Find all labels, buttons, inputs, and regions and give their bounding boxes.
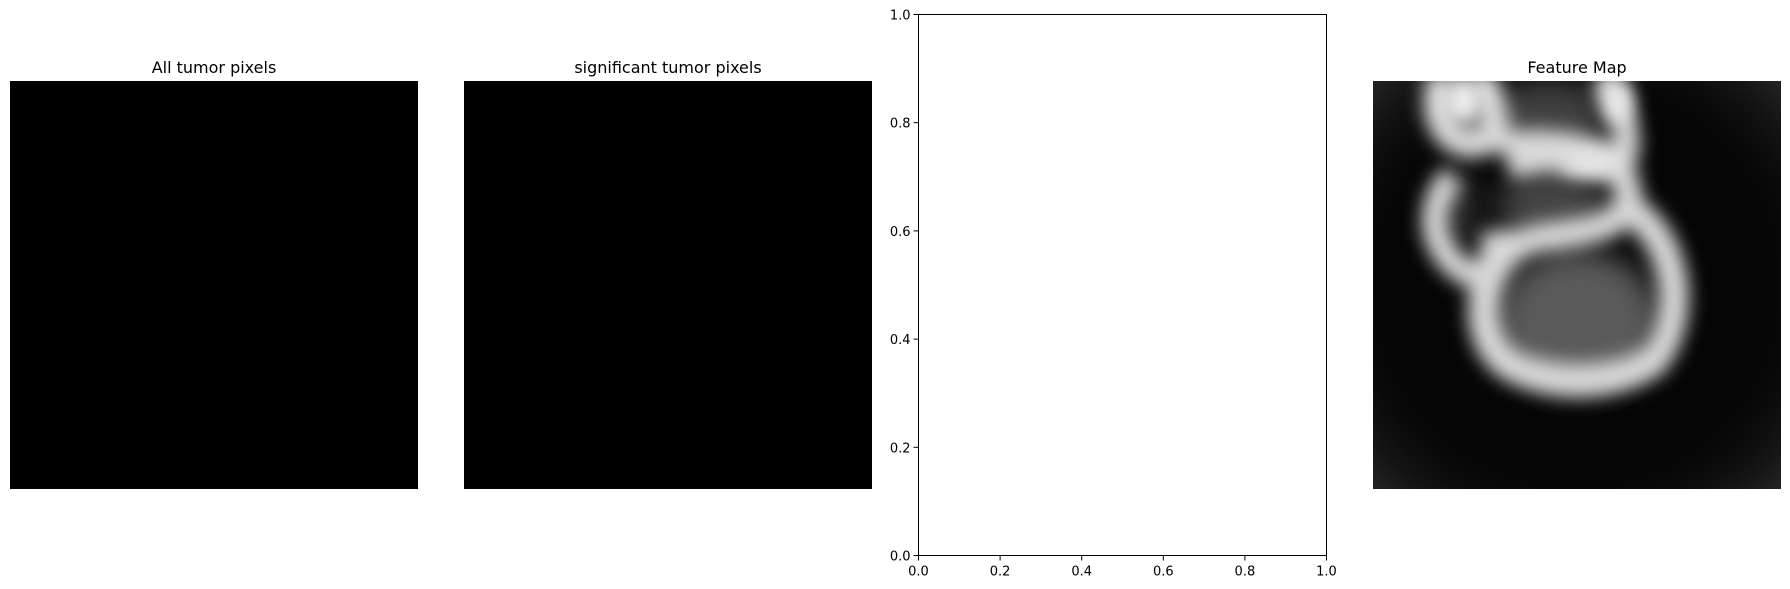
y-tick-label: 0.2: [890, 441, 911, 456]
y-tick-label: 0.4: [890, 333, 911, 348]
panel-title-feature-map: Feature Map: [1527, 58, 1627, 77]
x-tick-label: 1.0: [1316, 565, 1337, 580]
feature-map-render: [1373, 68, 1781, 489]
axes-frame: [918, 14, 1327, 556]
feature-map-highlights: [1441, 76, 1632, 178]
x-axis: 0.0 0.2 0.4 0.6 0.8 1.0: [908, 555, 1337, 580]
x-tick-label: 0.8: [1235, 565, 1256, 580]
y-tick-label: 0.0: [890, 550, 911, 565]
x-tick-label: 0.0: [908, 565, 929, 580]
feature-map-image: [1373, 68, 1781, 489]
y-tick-label: 0.6: [890, 225, 911, 240]
panel-title-all-tumor: All tumor pixels: [151, 58, 277, 77]
y-tick-label: 0.8: [890, 117, 911, 132]
feature-map-contours: [1421, 68, 1689, 396]
x-tick-label: 0.4: [1071, 565, 1092, 580]
all-tumor-pixels-image: [10, 81, 418, 489]
y-axis: 0.0 0.2 0.4 0.6 0.8 1.0: [890, 9, 919, 565]
x-tick-label: 0.6: [1153, 565, 1174, 580]
significant-tumor-pixels-image: [464, 81, 872, 489]
y-tick-label: 1.0: [890, 9, 911, 24]
panel-title-significant-tumor: significant tumor pixels: [574, 58, 762, 77]
x-tick-label: 0.2: [990, 565, 1011, 580]
